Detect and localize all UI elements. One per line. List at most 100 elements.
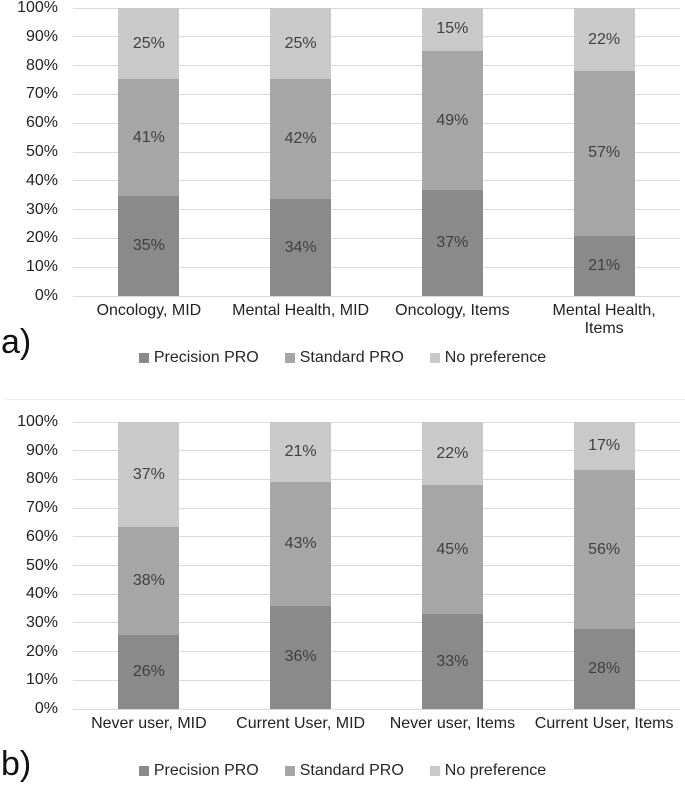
gridline — [73, 180, 680, 182]
bar-segment-standard-pro: 42% — [270, 79, 332, 200]
legend-label: Standard PRO — [299, 349, 404, 366]
bar-segment-no-preference: 25% — [270, 8, 332, 80]
y-tick-label: 10% — [25, 258, 58, 276]
x-axis-labels: Oncology, MID Mental Health, MID Oncology,… — [73, 302, 680, 350]
y-tick-label: 0% — [34, 700, 58, 717]
legend-swatch — [429, 353, 440, 363]
gridline — [73, 36, 680, 38]
legend-swatch — [429, 766, 440, 776]
y-tick-label: 40% — [25, 585, 58, 603]
gridline — [73, 93, 680, 95]
y-tick-label: 40% — [25, 171, 58, 189]
value-label: 45% — [436, 540, 469, 558]
chart-panel-b: 100% 90% 80% 70% 60% 50% 40% 30% 20% 10% 0% 37% 38%… — [0, 390, 685, 790]
bar-segment-precision-pro: 37% — [421, 190, 483, 296]
bar-segment-precision-pro: 28% — [573, 629, 635, 709]
value-label: 22% — [588, 30, 621, 48]
category-label: Current User, MID — [236, 715, 366, 732]
bar-segment-no-preference: 22% — [421, 422, 483, 486]
plot-area: 37% 38% 26% 21% 43% 36% 22% 45% 33% 17% 56% 28% — [73, 421, 680, 710]
legend-label: Precision PRO — [153, 762, 259, 779]
bar-segment-no-preference: 21% — [270, 422, 332, 483]
y-tick-label: 50% — [25, 556, 58, 574]
bar: 22% 45% 33% — [421, 422, 483, 709]
y-axis: 100% 90% 80% 70% 60% 50% 40% 30% 20% 10% 0% — [0, 0, 62, 304]
value-label: 33% — [436, 652, 469, 670]
chart-panel-a: 100% 90% 80% 70% 60% 50% 40% 30% 20% 10% 0% 25% 41%… — [0, 0, 685, 375]
gridline — [73, 122, 680, 124]
y-tick-label: 20% — [25, 229, 58, 247]
x-axis-labels: Never user, MID Current User, MID Never us… — [73, 715, 680, 763]
bar-segment-no-preference: 25% — [118, 8, 180, 80]
y-tick-label: 70% — [25, 499, 58, 517]
gridline — [73, 7, 680, 9]
gridline — [73, 679, 680, 681]
y-tick-label: 60% — [25, 114, 58, 132]
y-tick-label: 80% — [25, 56, 58, 74]
plot-area: 25% 41% 35% 25% 42% 34% 15% 49% 37% 22% 57% 21% — [73, 7, 680, 297]
gridline — [73, 536, 680, 538]
category-label: Oncology, Items — [395, 302, 510, 319]
value-label: 22% — [436, 444, 469, 462]
value-label: 26% — [132, 663, 165, 681]
value-label: 37% — [132, 465, 165, 483]
bar-segment-standard-pro: 41% — [118, 79, 180, 197]
category-label: Mental Health, MID — [232, 302, 370, 319]
gridline — [73, 651, 680, 653]
legend-label: Precision PRO — [153, 349, 259, 366]
bar-segment-standard-pro: 38% — [118, 527, 180, 636]
y-tick-label: 70% — [25, 85, 58, 103]
value-label: 57% — [588, 144, 621, 162]
value-label: 21% — [588, 256, 621, 274]
bar-segment-precision-pro: 26% — [118, 635, 180, 709]
value-label: 28% — [588, 660, 621, 678]
legend-swatch — [138, 353, 149, 363]
value-label: 21% — [284, 443, 317, 461]
gridline — [73, 209, 680, 211]
legend-swatch — [284, 353, 295, 363]
bar-segment-no-preference: 17% — [573, 422, 635, 471]
gridline — [73, 237, 680, 239]
legend-item-no-preference: No preference — [429, 349, 546, 367]
gridline — [73, 65, 680, 67]
legend-swatch — [138, 766, 149, 776]
legend-label: No preference — [444, 762, 547, 779]
y-tick-label: 100% — [17, 0, 58, 16]
value-label: 56% — [588, 540, 621, 558]
bar: 15% 49% 37% — [421, 8, 483, 296]
bar: 17% 56% 28% — [573, 422, 635, 709]
gridline — [73, 295, 680, 297]
y-axis: 100% 90% 80% 70% 60% 50% 40% 30% 20% 10% 0% — [0, 413, 62, 717]
y-tick-label: 0% — [34, 287, 58, 304]
legend: Precision PRO Standard PRO No preference — [0, 762, 685, 780]
value-label: 17% — [588, 437, 621, 455]
legend: Precision PRO Standard PRO No preference — [0, 349, 685, 367]
bar-segment-precision-pro: 21% — [573, 235, 635, 296]
value-label: 49% — [436, 111, 469, 129]
gridline — [73, 622, 680, 624]
value-label: 37% — [436, 234, 469, 252]
y-tick-label: 50% — [25, 143, 58, 160]
bar-segment-no-preference: 22% — [573, 8, 635, 72]
gridline — [73, 151, 680, 153]
gridline — [73, 565, 680, 566]
gridline — [73, 507, 680, 509]
bar-segment-precision-pro: 36% — [270, 605, 332, 709]
category-label: Mental Health, Items — [552, 302, 656, 338]
gridline — [73, 478, 680, 480]
y-tick-label: 30% — [25, 200, 58, 218]
bar-segment-standard-pro: 49% — [421, 50, 483, 191]
gridline — [73, 421, 680, 423]
y-tick-label: 30% — [25, 613, 58, 631]
legend-item-no-preference: No preference — [429, 762, 547, 780]
legend-label: Standard PRO — [299, 762, 404, 779]
value-label: 42% — [284, 130, 317, 148]
y-tick-label: 80% — [25, 470, 58, 488]
value-label: 43% — [284, 534, 317, 552]
value-label: 34% — [284, 238, 317, 256]
bar: 37% 38% 26% — [118, 422, 180, 709]
legend-item-standard-pro: Standard PRO — [284, 762, 404, 780]
y-tick-label: 60% — [25, 527, 58, 545]
gridline — [73, 708, 680, 710]
value-label: 15% — [436, 20, 469, 38]
